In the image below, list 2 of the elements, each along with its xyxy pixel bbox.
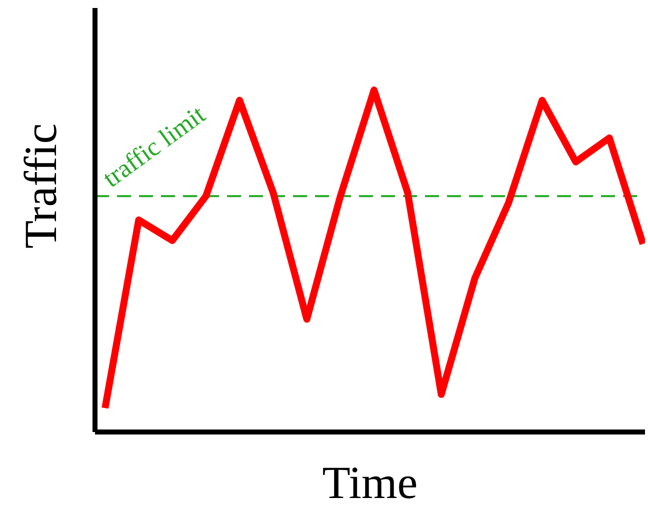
x-axis-title: Time (322, 457, 418, 508)
y-axis-title: Traffic (15, 123, 66, 249)
